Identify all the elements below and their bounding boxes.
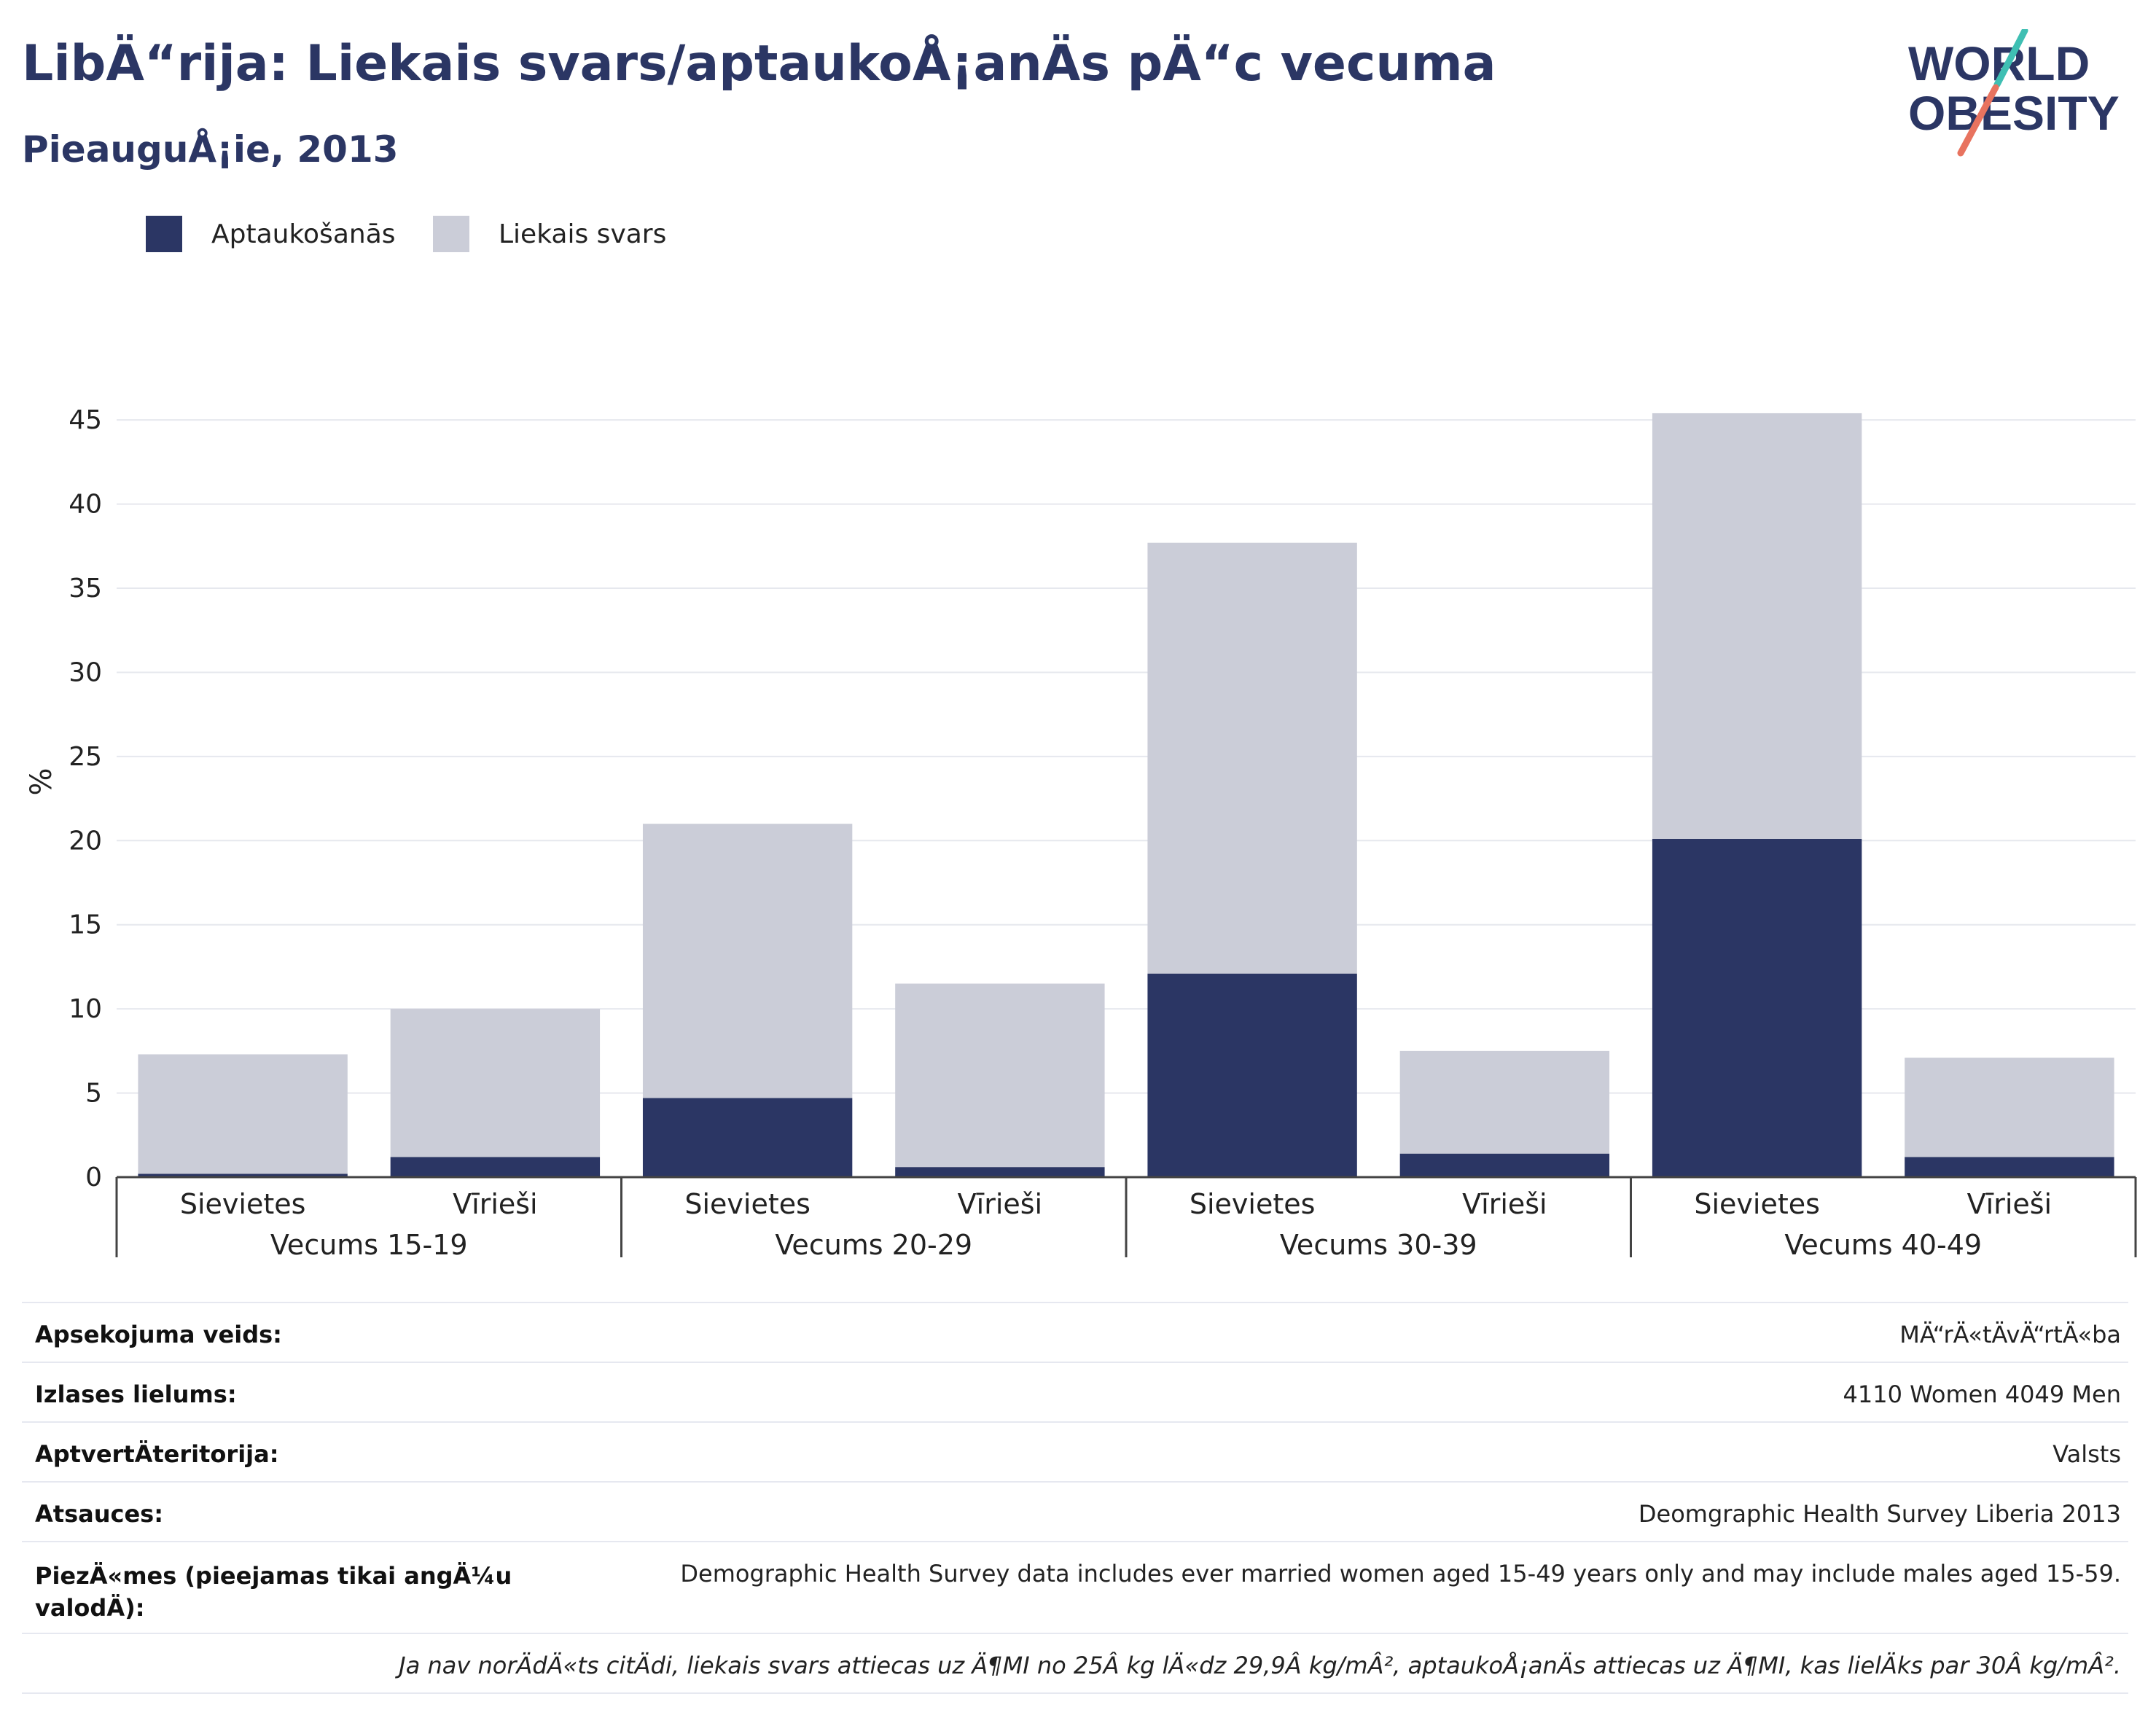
chart-subtitle: PieauguÅ¡ie, 2013: [22, 128, 399, 171]
y-tick-label: 25: [69, 742, 102, 772]
y-tick-label: 15: [69, 910, 102, 940]
meta-value: 4110 Women 4049 Men: [1843, 1380, 2121, 1408]
meta-label: Apsekojuma veids:: [35, 1321, 282, 1348]
bar-overweight: [642, 824, 853, 1098]
legend-label-overweight: Liekais svars: [499, 219, 667, 249]
bar-overweight: [1652, 413, 1862, 839]
bar-chart: 0 5 10 15 20 25 30 35 40 45% Sievietes Vīrieši Sievi…: [25, 405, 2137, 1261]
bar-overweight: [138, 1054, 348, 1174]
logo-text-obesity: OBESITY: [1908, 86, 2120, 140]
legend-label-obesity: Aptaukošanās: [211, 219, 396, 249]
bar-obesity: [642, 1098, 853, 1177]
meta-label: PiezÄ«mes (pieejamas tikai angÄ¼u valodÄ…: [35, 1562, 512, 1622]
x-tick-label: Vīrieši: [958, 1188, 1042, 1220]
group-label: Vecums 40-49: [1784, 1229, 1982, 1261]
meta-label: Atsauces:: [35, 1500, 163, 1528]
bar-overweight: [1147, 542, 1357, 974]
logo-slash-coral: [1957, 84, 1999, 157]
bar-obesity: [1905, 1157, 2114, 1177]
bar-obesity: [1399, 1153, 1610, 1177]
x-tick-label: Vīrieši: [1462, 1188, 1547, 1220]
y-tick-label: 30: [69, 657, 102, 687]
x-tick-label: Sievietes: [1190, 1188, 1316, 1220]
meta-row-survey-type: Apsekojuma veids: MÄ“rÄ«tÄvÄ“rtÄ«ba: [22, 1302, 2128, 1362]
logo-slash-teal: [1993, 29, 2028, 88]
bar-obesity: [390, 1157, 601, 1177]
bar-overweight: [1399, 1050, 1610, 1154]
x-tick-label: Sievietes: [180, 1188, 306, 1220]
x-tick-label: Vīrieši: [453, 1188, 537, 1220]
bar-obesity: [1147, 973, 1357, 1177]
legend-swatch-obesity: [146, 216, 182, 252]
legend-item-obesity[interactable]: Aptaukošanās: [146, 216, 396, 252]
bar-overweight: [1905, 1058, 2114, 1157]
meta-value: Demographic Health Survey data includes …: [680, 1560, 2121, 1587]
bar-overweight: [895, 983, 1105, 1168]
bar-obesity: [895, 1167, 1105, 1177]
y-tick-label: 20: [69, 826, 102, 856]
group-label: Vecums 30-39: [1280, 1229, 1477, 1261]
meta-row-notes: PiezÄ«mes (pieejamas tikai angÄ¼u valodÄ…: [22, 1541, 2128, 1633]
meta-value: Deomgraphic Health Survey Liberia 2013: [1638, 1500, 2121, 1528]
x-tick-label: Sievietes: [684, 1188, 811, 1220]
y-tick-label: 5: [85, 1079, 102, 1109]
meta-row-references: Atsauces: Deomgraphic Health Survey Libe…: [22, 1481, 2128, 1541]
legend-item-overweight[interactable]: Liekais svars: [433, 216, 666, 252]
y-tick-label: 35: [69, 574, 102, 604]
meta-row-footnote: Ja nav norÄdÄ«ts citÄdi, liekais svars a…: [22, 1633, 2128, 1694]
meta-row-sample-size: Izlases lielums: 4110 Women 4049 Men: [22, 1362, 2128, 1421]
meta-row-coverage: AptvertÄteritorija: Valsts: [22, 1421, 2128, 1481]
legend-swatch-overweight: [433, 216, 469, 252]
meta-value: MÄ“rÄ«tÄvÄ“rtÄ«ba: [1899, 1321, 2121, 1348]
chart-title: LibÄ“rija: Liekais svars/aptaukoÅ¡anÄs p…: [22, 35, 1496, 93]
bar-obesity: [1652, 838, 1862, 1177]
y-axis-label: %: [25, 768, 58, 795]
y-tick-label: 40: [69, 490, 102, 520]
x-tick-label: Vīrieši: [1967, 1188, 2052, 1220]
meta-value: Valsts: [2053, 1440, 2121, 1468]
y-tick-label: 10: [69, 994, 102, 1024]
meta-label: AptvertÄteritorija:: [35, 1440, 279, 1468]
x-tick-label: Sievietes: [1694, 1188, 1820, 1220]
group-label: Vecums 20-29: [775, 1229, 972, 1261]
meta-label: Izlases lielums:: [35, 1380, 237, 1408]
bar-overweight: [390, 1009, 601, 1157]
y-tick-label: 45: [69, 405, 102, 435]
metadata-table: Apsekojuma veids: MÄ“rÄ«tÄvÄ“rtÄ«ba Izla…: [22, 1302, 2128, 1694]
group-label: Vecums 15-19: [270, 1229, 468, 1261]
bar-obesity: [138, 1173, 348, 1177]
y-tick-label: 0: [85, 1163, 102, 1192]
world-obesity-logo: WORLD OBESITY: [1908, 29, 2120, 157]
footnote-text: Ja nav norÄdÄ«ts citÄdi, liekais svars a…: [399, 1652, 2121, 1679]
